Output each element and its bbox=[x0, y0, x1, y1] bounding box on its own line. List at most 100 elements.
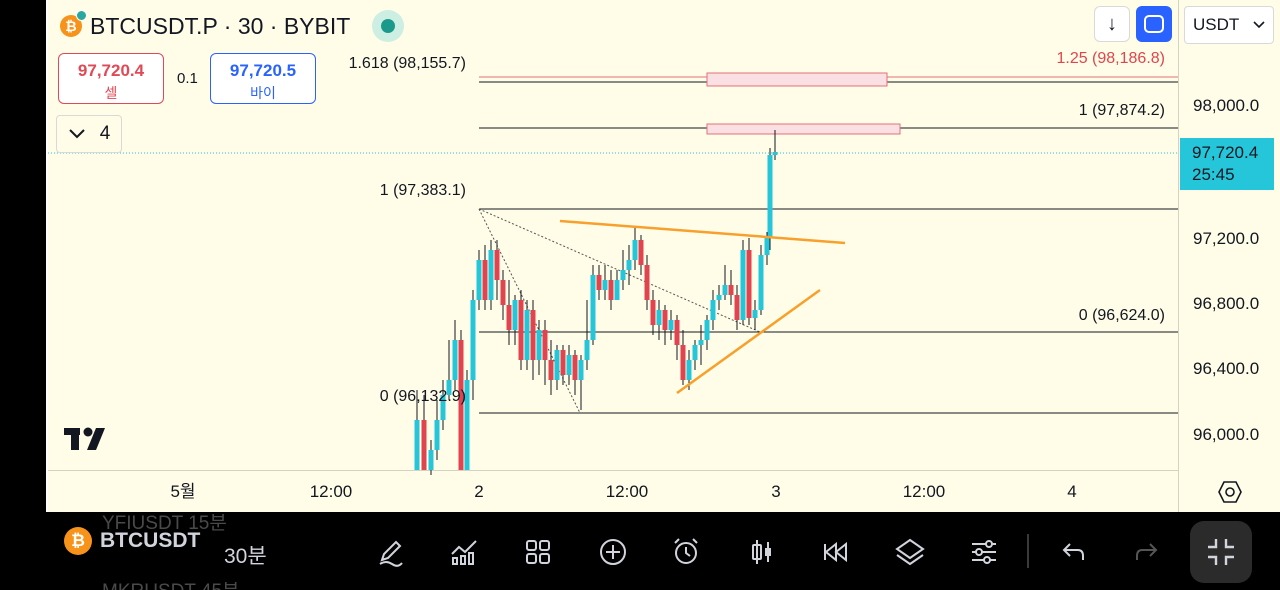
candle-body bbox=[596, 275, 602, 290]
fib-connector-2 bbox=[478, 208, 761, 333]
candle-body bbox=[686, 360, 692, 380]
fullscreen-exit-icon bbox=[1208, 539, 1234, 565]
fib-label-125: 1.25 (98,186.8) bbox=[1056, 50, 1165, 67]
candle-body bbox=[572, 355, 578, 380]
candle-body bbox=[626, 260, 632, 270]
candlestick-series bbox=[414, 130, 778, 475]
price-chart[interactable]: 1.618 (98,155.7) 1.25 (98,186.8) 1 (97,8… bbox=[0, 0, 1280, 512]
candle-body bbox=[494, 250, 500, 280]
undo-icon[interactable] bbox=[1054, 534, 1090, 570]
layers-icon[interactable] bbox=[892, 534, 928, 570]
fib-label-1618: 1.618 (98,155.7) bbox=[349, 55, 466, 72]
candle-body bbox=[524, 310, 530, 360]
candle-body bbox=[414, 420, 420, 470]
price-tick: 96,000.0 bbox=[1193, 425, 1259, 444]
candle-body bbox=[656, 310, 662, 325]
target-box-upper bbox=[706, 72, 888, 87]
indicators-icon[interactable] bbox=[446, 534, 482, 570]
candle-body bbox=[710, 300, 716, 320]
chart-settings-button[interactable] bbox=[1216, 480, 1244, 504]
candle-body bbox=[421, 420, 427, 470]
candle-body bbox=[476, 260, 482, 300]
candle-body bbox=[566, 355, 572, 375]
market-status-icon[interactable] bbox=[372, 10, 405, 42]
candle-body bbox=[740, 250, 746, 320]
ghost-symbol-below: MKRUSDT 45분 bbox=[102, 576, 240, 590]
candle-body bbox=[542, 330, 548, 360]
interval-label[interactable]: 30분 bbox=[224, 545, 267, 568]
symbol-switcher[interactable]: ₿ BTCUSDT bbox=[64, 527, 200, 555]
candle-body bbox=[428, 450, 434, 470]
time-tick: 12:00 bbox=[606, 482, 649, 501]
candle-body bbox=[767, 155, 773, 238]
candle-body bbox=[698, 340, 704, 345]
price-tick: 97,200.0 bbox=[1193, 229, 1259, 248]
fib-label-upper-0: 0 (96,624.0) bbox=[1079, 307, 1165, 324]
fib-label-lower-0: 0 (96,132.9) bbox=[380, 388, 466, 405]
candle-body bbox=[584, 340, 590, 360]
price-tick: 96,400.0 bbox=[1193, 359, 1259, 378]
candle-body bbox=[440, 395, 446, 420]
settings-hex-icon bbox=[1218, 481, 1242, 503]
candle-body bbox=[752, 310, 758, 318]
candle-body bbox=[602, 280, 608, 290]
fib-label-lower-1: 1 (97,383.1) bbox=[380, 182, 466, 199]
candle-body bbox=[734, 295, 740, 320]
candle-body bbox=[716, 295, 722, 300]
symbol-header[interactable]: ₿ BTCUSDT.P · 30 · BYBIT bbox=[60, 10, 405, 42]
price-axis[interactable] bbox=[1178, 0, 1280, 512]
candle-body bbox=[470, 300, 476, 380]
last-price-badge: 97,720.4 25:45 bbox=[1180, 138, 1274, 190]
time-tick: 4 bbox=[1067, 482, 1076, 501]
symbol-title[interactable]: BTCUSDT.P · 30 · BYBIT bbox=[90, 12, 351, 39]
redo-icon[interactable] bbox=[1130, 534, 1166, 570]
fullscreen-exit-button[interactable] bbox=[1190, 521, 1252, 583]
candle-body bbox=[758, 255, 764, 310]
time-tick: 12:00 bbox=[903, 482, 946, 501]
indicators-toggle-button[interactable]: 4 bbox=[56, 115, 122, 153]
candle-body bbox=[506, 305, 512, 330]
replay-icon[interactable] bbox=[818, 534, 854, 570]
sync-button[interactable] bbox=[1136, 6, 1172, 42]
candle-body bbox=[728, 285, 734, 295]
candle-body bbox=[632, 240, 638, 260]
buy-price: 97,720.5 bbox=[229, 61, 297, 80]
scroll-to-latest-button[interactable]: ↓ bbox=[1094, 6, 1130, 42]
candle-body bbox=[554, 350, 560, 380]
spread-value: 0.1 bbox=[177, 70, 198, 87]
candle-body bbox=[772, 152, 778, 155]
candle-body bbox=[620, 270, 626, 280]
sell-label: 셀 bbox=[104, 85, 118, 101]
settings-sliders-icon[interactable] bbox=[966, 534, 1002, 570]
toolbar-divider bbox=[1027, 534, 1029, 568]
time-axis[interactable] bbox=[48, 470, 1178, 512]
candle-body bbox=[746, 250, 752, 318]
currency-value: USDT bbox=[1193, 15, 1240, 34]
layout-grid-icon[interactable] bbox=[520, 534, 556, 570]
add-icon[interactable] bbox=[595, 534, 631, 570]
sell-price: 97,720.4 bbox=[77, 61, 145, 80]
trendline-upper bbox=[559, 219, 846, 245]
candle-body bbox=[674, 320, 680, 345]
candle-body bbox=[464, 380, 470, 470]
bar-countdown: 25:45 bbox=[1192, 165, 1235, 184]
price-tick: 96,800.0 bbox=[1193, 294, 1259, 313]
candle-body bbox=[560, 350, 566, 375]
candle-body bbox=[764, 238, 770, 255]
symbol-name: BTCUSDT bbox=[100, 529, 201, 552]
candle-body bbox=[662, 310, 668, 330]
candle-body bbox=[434, 420, 440, 450]
buy-button[interactable]: 97,720.5 바이 bbox=[210, 53, 316, 104]
arrow-down-icon: ↓ bbox=[1107, 12, 1117, 35]
currency-select[interactable]: USDT bbox=[1184, 6, 1274, 44]
candle-type-icon[interactable] bbox=[744, 534, 780, 570]
candle-body bbox=[530, 310, 536, 360]
fib-label-upper-1: 1 (97,874.2) bbox=[1079, 102, 1165, 119]
pen-icon[interactable] bbox=[372, 534, 408, 570]
candle-body bbox=[638, 240, 644, 265]
candle-body bbox=[512, 300, 518, 330]
bitcoin-icon: ₿ bbox=[64, 527, 92, 555]
sell-button[interactable]: 97,720.4 셀 bbox=[58, 53, 164, 104]
alarm-icon[interactable] bbox=[668, 534, 704, 570]
